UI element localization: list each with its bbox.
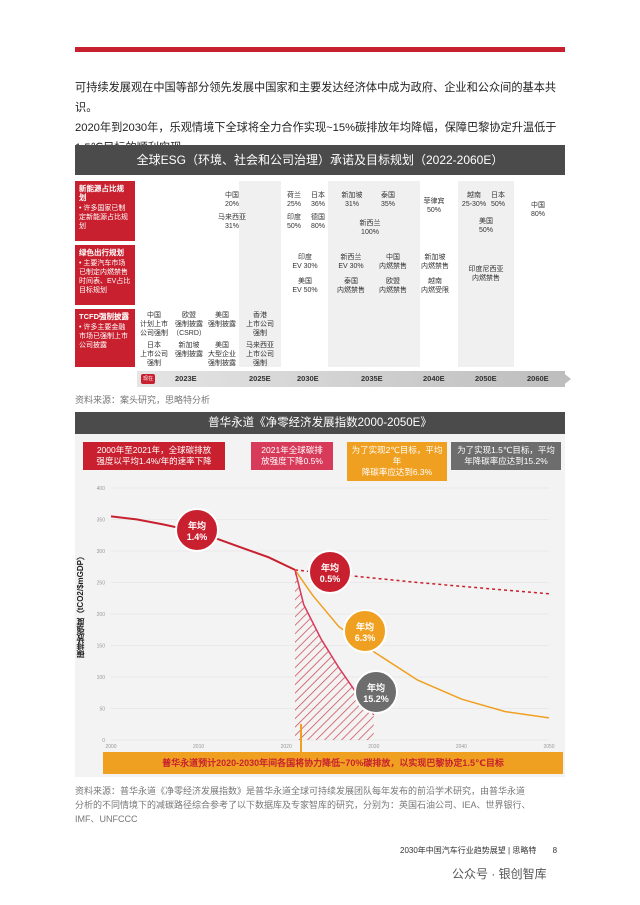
x-tick-label: 2040: [456, 744, 467, 750]
cell: 中国 内燃禁售 欧盟 内燃禁售: [379, 254, 407, 294]
callout-box-historic: 2000年至2021年，全球碳排放 强度以平均1.4%/年的速率下降: [83, 442, 225, 470]
timeline-bar: [137, 371, 565, 387]
cell: 印度尼西亚 内燃禁售: [468, 266, 504, 282]
cell: 新西兰 100%: [359, 220, 381, 236]
timeline-label: 2050E: [475, 374, 497, 383]
cell: 欧盟 强制披露 （CSRD） 新加坡 强制披露: [172, 312, 206, 358]
cell: 中国 计划上市 公司强制 日本 上市公司 强制: [140, 312, 168, 367]
row-label-tcfd: TCFD强制披露 • 许多主要金融市场已强制上市公司披露: [75, 309, 135, 367]
x-tick-label: 2050: [543, 744, 554, 750]
bubble-6-3: 年均 6.3%: [343, 609, 387, 653]
cell: 日本 50%: [490, 192, 505, 208]
row-desc: • 主要汽车市场已制定内燃禁售时间表、EV占比目标规划: [79, 260, 131, 294]
timeline-label: 2060E: [527, 374, 549, 383]
cell: 美国 强制披露 美国 大型企业 强制披露: [208, 312, 236, 367]
y-tick-label: 200: [97, 612, 106, 618]
x-tick-label: 2030: [368, 744, 379, 750]
chart-svg: 0 50 100 150 200 250 300 350 400 2000 2010 2020 2030…: [97, 486, 555, 750]
page-number: 8: [552, 846, 558, 855]
y-tick-label: 0: [102, 738, 105, 744]
col-bg-2050: [458, 181, 514, 367]
chart-title: 普华永道《净零经济发展指数2000-2050E》: [75, 412, 565, 434]
x-tick-label: 2010: [193, 744, 204, 750]
cell: 美国 50%: [478, 218, 493, 234]
emission-chart: 普华永道《净零经济发展指数2000-2050E》 2000年至2021年，全球碳…: [75, 412, 565, 777]
timeline-label: 2040E: [423, 374, 445, 383]
timeline-label: 2025E: [249, 374, 271, 383]
y-tick-label: 250: [97, 581, 106, 587]
cell: 印度 EV 30% 美国 EV 50%: [292, 254, 318, 294]
series-business-as-usual: [294, 569, 550, 595]
y-tick-label: 50: [99, 707, 105, 713]
timeline-label: 2035E: [361, 374, 383, 383]
series-2c-path: [294, 569, 550, 719]
cell: 越南 25-30%: [461, 192, 487, 208]
callout-box-2c: 为了实现2℃目标，平均年 降碳率应达到6.3%: [347, 442, 447, 481]
row-desc: • 许多主要金融市场已强制上市公司披露: [79, 324, 128, 349]
row-desc: • 许多国家已制定新能源占比规划: [79, 205, 128, 230]
callout-box-2021: 2021年全球碳排 放强度下降0.5%: [251, 442, 333, 470]
y-tick-label: 400: [97, 486, 106, 492]
intro-line: 可持续发展观在中国等部分领先发展中国家和主要发达经济体中成为政府、企业和公众间的…: [75, 82, 557, 114]
cell: 菲律宾 50%: [423, 198, 445, 214]
esg-title: 全球ESG（环境、社会和公司治理）承诺及目标规划（2022-2060E）: [75, 145, 565, 175]
x-tick-label: 2020: [281, 744, 292, 750]
row-title: TCFD强制披露: [79, 312, 129, 321]
now-marker: 现在: [141, 374, 155, 384]
y-tick-label: 100: [97, 675, 106, 681]
bubble-0-5: 年均 0.5%: [308, 550, 352, 594]
bubble-1-4: 年均 1.4%: [175, 508, 219, 552]
bubble-15-2: 年均 15.2%: [354, 670, 398, 714]
cell: 日本 36% 德国 80%: [310, 192, 325, 230]
cell: 新加坡 内燃禁售 越南 内燃受限: [421, 254, 449, 294]
esg-table: 全球ESG（环境、社会和公司治理）承诺及目标规划（2022-2060E） 新能源…: [75, 145, 571, 391]
cell: 中国 80%: [530, 202, 545, 218]
row-label-mobility: 绿色出行规划 • 主要汽车市场已制定内燃禁售时间表、EV占比目标规划: [75, 245, 135, 305]
cell: 荷兰 25% 印度 50%: [286, 192, 301, 230]
col-bg-2025: [239, 181, 281, 367]
watermark: 公众号 · 银创智库: [452, 867, 547, 881]
intro-line: 2020年到2030年，乐观情境下全球将全力合作实现~15%碳排放年均降幅，保障…: [75, 122, 557, 134]
timeline-label: 2023E: [175, 374, 197, 383]
bottom-note: 普华永道预计2020-2030年间各国将协力降低~70%碳排放，以实现巴黎协定1…: [103, 752, 563, 774]
y-tick-label: 350: [97, 518, 106, 524]
cell: 中国 20% 马来西亚 31%: [218, 192, 246, 230]
pointer-line: [300, 724, 302, 752]
row-label-energy: 新能源占比规划 • 许多国家已制定新能源占比规划: [75, 181, 135, 241]
footer-text: 2030年中国汽车行业趋势展望 | 思略特: [400, 846, 537, 855]
cell: 香港 上市公司 强制 马来西亚 上市公司 强制: [246, 312, 274, 367]
cell: 泰国 35%: [380, 192, 395, 208]
row-title: 新能源占比规划: [79, 184, 124, 202]
source-note-2: 资料来源：普华永道《净零经济发展指数》是普华永道全球可持续发展团队每年发布的前沿…: [75, 786, 531, 824]
timeline-arrow-icon: [561, 371, 571, 387]
hatched-reduction-area: [295, 569, 374, 740]
top-accent-bar: [75, 47, 565, 52]
page-footer: 2030年中国汽车行业趋势展望 | 思略特 8: [400, 845, 557, 856]
y-tick-label: 150: [97, 644, 106, 650]
source-note: 资料来源：案头研究，思略特分析: [75, 395, 211, 405]
timeline-label: 2030E: [297, 374, 319, 383]
callout-box-15c: 为了实现1.5℃目标，平均 年降碳率应达到15.2%: [451, 442, 561, 470]
x-tick-label: 2000: [105, 744, 116, 750]
y-tick-label: 300: [97, 549, 106, 555]
cell: 新西兰 EV 30% 泰国 内燃禁售: [337, 254, 365, 294]
row-title: 绿色出行规划: [79, 248, 124, 257]
esg-body: 新能源占比规划 • 许多国家已制定新能源占比规划 绿色出行规划 • 主要汽车市场…: [75, 181, 571, 391]
col-bg-2035: [328, 181, 420, 367]
cell: 新加坡 31%: [341, 192, 363, 208]
